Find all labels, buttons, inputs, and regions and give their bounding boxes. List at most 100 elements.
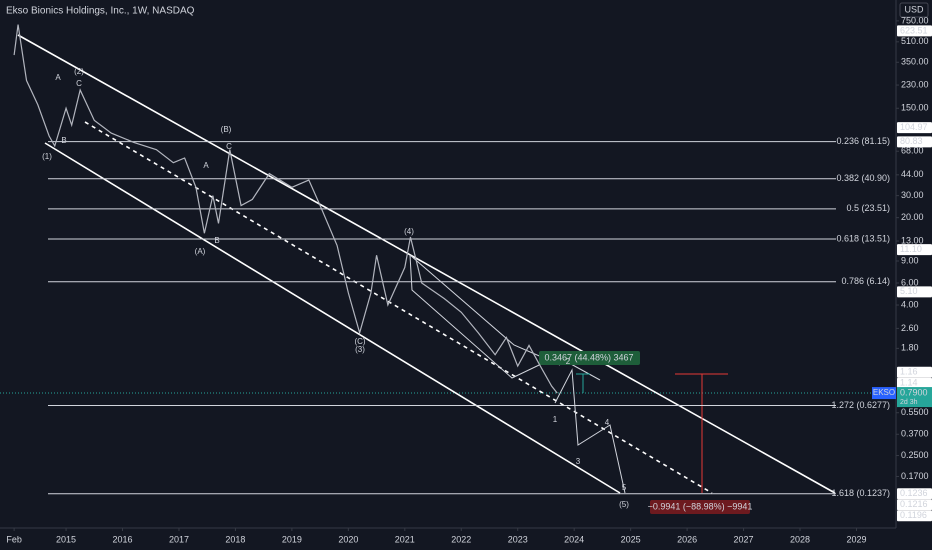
x-tick-label: 2024: [564, 534, 584, 544]
wave-label: 4: [605, 418, 610, 427]
y-tick-label: 750.00: [901, 15, 929, 25]
x-tick-label: 2025: [621, 534, 641, 544]
price-tag: [897, 488, 932, 500]
wave-label: 2: [566, 357, 571, 366]
price-tag-label: 0.1236: [900, 488, 928, 498]
symbol-badge: [872, 387, 896, 400]
y-tick-label: 4.00: [901, 299, 919, 309]
wave-label: (4): [404, 227, 414, 236]
x-tick-label: 2020: [338, 534, 358, 544]
price-tag-label: 623.51: [900, 25, 928, 35]
fib-label: 1.618 (0.1237): [831, 488, 890, 498]
x-tick-label: 2018: [225, 534, 245, 544]
y-tick-label: 0.1700: [901, 471, 929, 481]
last-price-label: 0.7900: [900, 387, 928, 397]
fib-label: 0.618 (13.51): [836, 233, 890, 243]
price-tag: [897, 286, 932, 298]
price-tag-label: 11.10: [900, 244, 922, 254]
y-tick-label: 1.80: [901, 343, 919, 353]
price-tag-label: 1.16: [900, 367, 918, 377]
symbol-label: EKSO: [873, 388, 895, 397]
price-tag: [897, 122, 932, 134]
y-tick-label: 2.60: [901, 323, 919, 333]
price-tag-label: 0.1216: [900, 499, 928, 509]
x-tick-label: 2027: [734, 534, 754, 544]
chart-title: Ekso Bionics Holdings, Inc., 1W, NASDAQ: [6, 6, 195, 17]
y-tick-label: 68.00: [901, 146, 924, 156]
price-tag: [897, 377, 932, 389]
y-tick-label: 44.00: [901, 169, 924, 179]
wedge-lower: [409, 254, 559, 379]
y-tick-label: 150.00: [901, 103, 929, 113]
wave-label: (3): [355, 345, 365, 354]
wave-label: (A): [195, 247, 206, 256]
x-tick-label: 2022: [451, 534, 471, 544]
x-tick-label: 2029: [846, 534, 866, 544]
measure-up-label: 0.3467 (44.48%) 3467: [544, 352, 633, 362]
channel-lower: [44, 142, 621, 494]
fib-label: 1.272 (0.6277): [831, 400, 890, 410]
price-tag: [897, 499, 932, 511]
wave-label: (C): [354, 337, 365, 346]
y-tick-label: 30.00: [901, 190, 924, 200]
currency-box: [899, 2, 929, 18]
wave-label: (2): [74, 67, 84, 76]
price-tag-label: 80.83: [900, 136, 923, 146]
y-tick-label: 6.00: [901, 277, 919, 287]
wave-label: 5: [622, 483, 627, 492]
price-tag-label: 1.14: [900, 378, 918, 388]
y-tick-label: 510.00: [901, 36, 929, 46]
x-tick-label: 2023: [508, 534, 528, 544]
fib-label: 0.5 (23.51): [846, 203, 890, 213]
price-tag-label: 0.1196: [900, 510, 927, 520]
y-tick-label: 0.5500: [901, 407, 929, 417]
currency: USD: [904, 4, 924, 14]
x-tick-label: 2026: [677, 534, 697, 544]
wave-label: B: [214, 236, 219, 245]
wave-label: C: [226, 142, 232, 151]
y-tick-label: 0.2500: [901, 450, 929, 460]
y-tick-label: 350.00: [901, 57, 929, 67]
y-tick-label: 13.00: [901, 235, 924, 245]
x-tick-label: 2019: [282, 534, 302, 544]
projection-path: [554, 368, 626, 494]
x-tick-label: 2015: [56, 534, 76, 544]
measure-up-box: [539, 351, 640, 365]
measure-down-label: −0.9941 (−88.98%) −9941: [648, 501, 753, 511]
x-tick-label: 2016: [112, 534, 132, 544]
fib-label: 0.236 (81.15): [836, 136, 890, 146]
price-tag: [897, 366, 932, 378]
x-tick-label: 2017: [169, 534, 189, 544]
wave-label: (1): [42, 152, 52, 161]
price-tag-label: 104.97: [900, 122, 928, 132]
countdown: 2d 3h: [900, 399, 918, 406]
channel-mid: [84, 121, 713, 494]
last-price-badge: [897, 387, 932, 408]
price-tag: [897, 510, 932, 522]
price-tag: [897, 25, 932, 37]
wave-label: (B): [221, 125, 232, 134]
channel-upper: [17, 34, 836, 494]
y-tick-label: 20.00: [901, 212, 924, 222]
y-tick-label: 0.3700: [901, 429, 929, 439]
x-tick-label: Feb: [6, 534, 22, 544]
wave-label: 3: [576, 457, 581, 466]
y-tick-label: 230.00: [901, 79, 929, 89]
fib-label: 0.786 (6.14): [841, 276, 890, 286]
x-tick-label: 2028: [790, 534, 810, 544]
wave-label: 1: [553, 415, 558, 424]
wave-label: B: [61, 136, 66, 145]
price-tag-label: 5.10: [900, 286, 918, 296]
price-tag: [897, 136, 932, 148]
price-line: [13, 24, 558, 394]
fib-label: 0.382 (40.90): [836, 173, 890, 183]
wave-label: C: [76, 79, 82, 88]
price-tag: [897, 244, 932, 256]
x-tick-label: 2021: [395, 534, 415, 544]
wave-label: A: [203, 161, 209, 170]
y-tick-label: 9.00: [901, 255, 919, 265]
measure-down-box: [650, 500, 750, 514]
wave-label: A: [55, 73, 61, 82]
